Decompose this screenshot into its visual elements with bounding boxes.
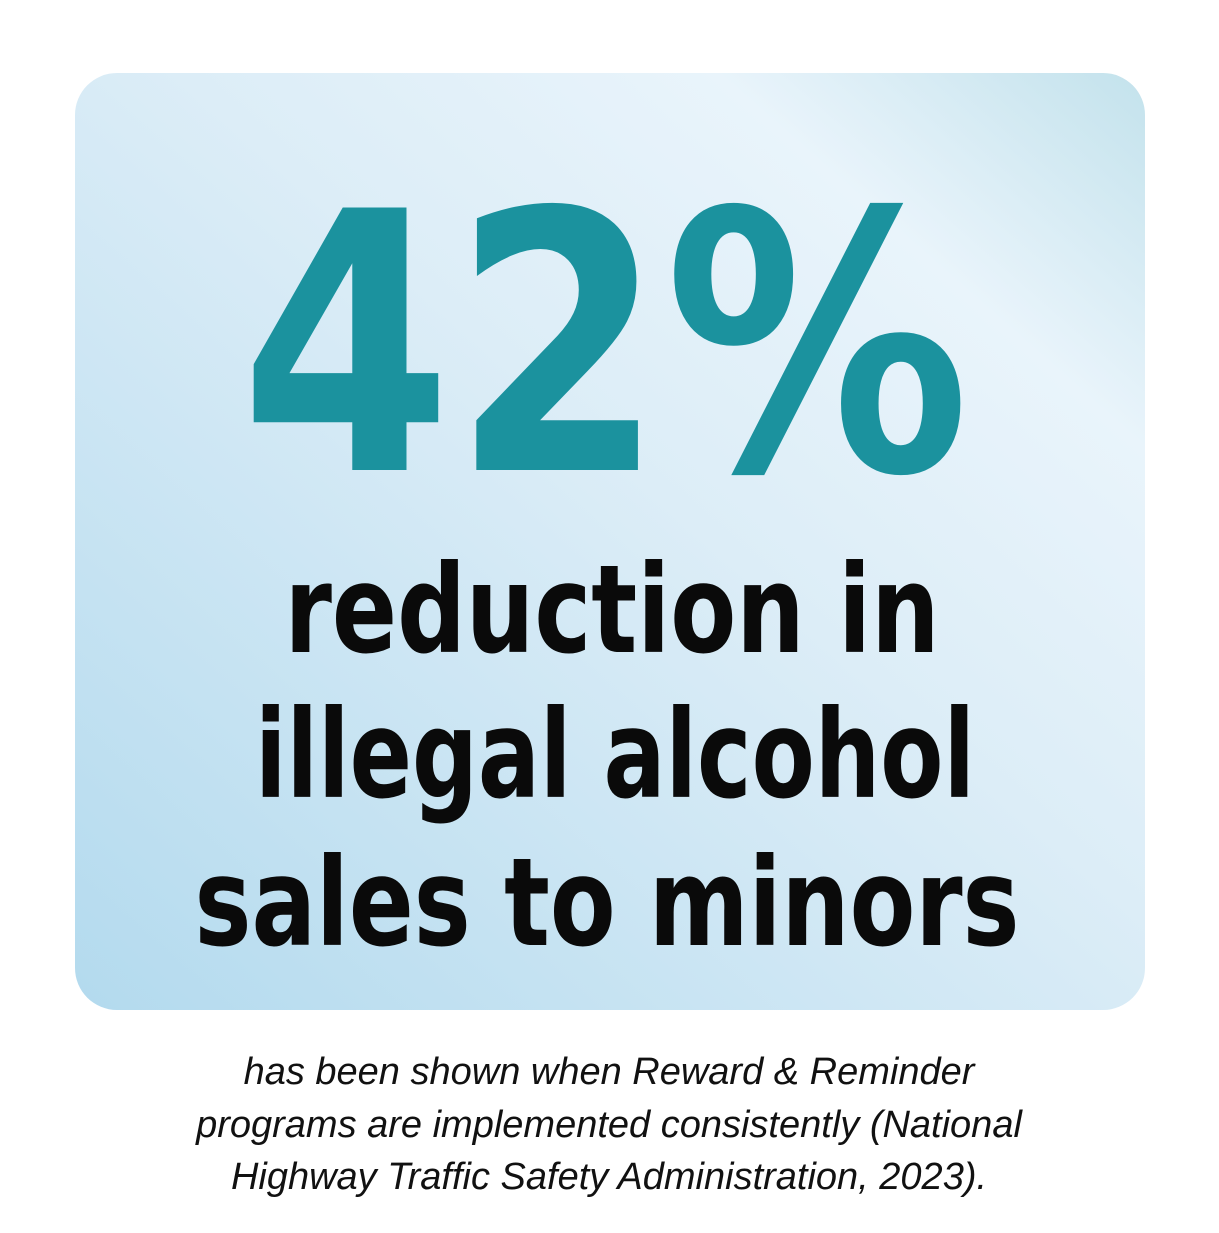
caption-line: programs are implemented consistently (N…: [195, 1104, 1023, 1146]
description-line: illegal alcohol: [255, 684, 975, 826]
caption-line: Highway Traffic Safety Administration, 2…: [231, 1156, 987, 1198]
card: [75, 73, 1145, 1010]
caption-line: has been shown when Reward & Reminder: [244, 1051, 976, 1093]
description-line: sales to minors: [195, 832, 1020, 974]
description-line: reduction in: [285, 539, 940, 681]
statistic: 42%: [240, 136, 970, 555]
